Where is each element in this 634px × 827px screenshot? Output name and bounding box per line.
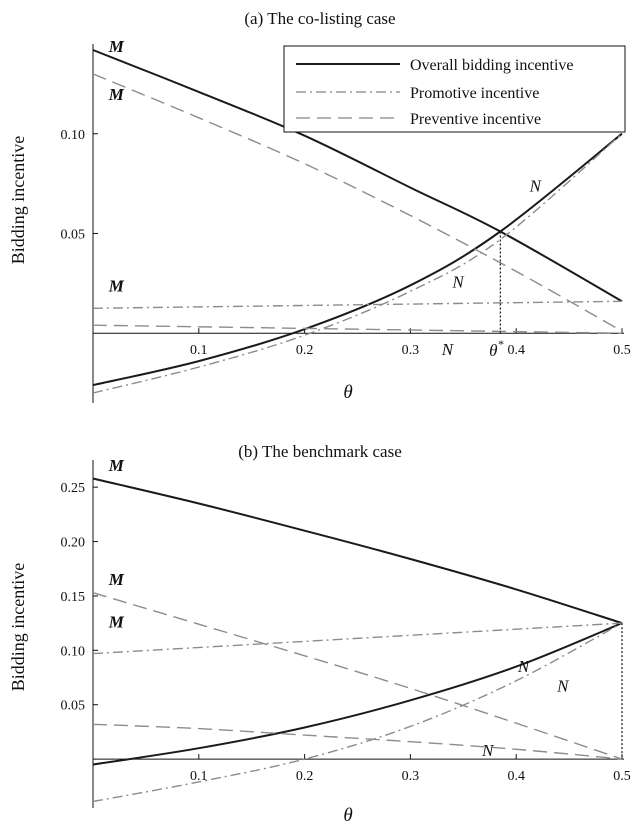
panel-b-ylabel: Bidding incentive [8,563,28,691]
overall-bidding-incentive-m-line [92,49,623,303]
curve-label-m: M [108,612,125,631]
panel-a-title: (a) The co-listing case [244,9,395,28]
x-tick-label: 0.4 [507,343,525,358]
curve-label-n: N [517,657,531,676]
preventive-incentive-m-line [92,73,623,332]
y-tick-label: 0.20 [61,536,86,551]
theta-star-label: θ* [489,337,503,360]
legend-label-promotive: Promotive incentive [410,85,539,102]
y-tick-label: 0.10 [61,644,86,659]
curve-label-n: N [529,177,543,196]
legend-label-preventive: Preventive incentive [410,111,541,128]
promotive-incentive-m-line [92,622,623,655]
y-tick-label: 0.25 [61,481,86,496]
panel-b-title: (b) The benchmark case [238,442,401,461]
panel-b: (b) The benchmark case Bidding incentive… [8,442,631,826]
panel-a-legend: Overall bidding incentive Promotive ince… [283,45,626,133]
x-tick-label: 0.1 [190,343,208,358]
x-tick-label: 0.1 [190,769,208,784]
panel-a: (a) The co-listing case Bidding incentiv… [8,9,631,403]
preventive-incentive-n-line [92,324,623,334]
y-tick-label: 0.05 [61,699,86,714]
curve-label-n: N [451,272,465,291]
legend-label-overall: Overall bidding incentive [410,57,574,74]
y-tick-label: 0.15 [61,590,86,605]
x-tick-label: 0.5 [613,769,631,784]
theta-star-superscript: * [498,337,504,351]
preventive-incentive-n-line [92,723,623,760]
promotive-incentive-n-line [92,133,623,394]
overall-bidding-incentive-m-line [92,477,623,625]
panel-a-ylabel: Bidding incentive [8,136,28,264]
overall-bidding-incentive-n-line [92,132,623,387]
overall-bidding-incentive-n-line [92,622,623,766]
curve-label-m: M [108,276,125,295]
x-tick-label: 0.2 [296,769,314,784]
curve-label-m: M [108,456,125,475]
curve-label-n: N [441,340,455,359]
panel-b-xlabel: θ [343,805,352,826]
x-tick-label: 0.3 [402,343,420,358]
promotive-incentive-n-line [92,622,623,803]
panel-b-plot: 0.1 0.2 0.3 0.4 0.5 0.05 0.10 0.15 0.20 0.25 M M M N N… [61,456,631,808]
x-tick-label: 0.5 [613,343,631,358]
curve-label-n: N [481,741,495,760]
preventive-incentive-m-line [92,592,623,760]
panel-a-xlabel: θ [343,382,352,403]
curve-label-m: M [108,37,125,56]
y-tick-label: 0.10 [61,128,86,143]
x-tick-label: 0.2 [296,343,314,358]
x-tick-label: 0.3 [402,769,420,784]
curve-label-m: M [108,85,125,104]
curve-label-m: M [108,570,125,589]
x-tick-label: 0.4 [507,769,525,784]
promotive-incentive-m-line [92,300,623,309]
y-tick-label: 0.05 [61,227,86,242]
curve-label-n: N [556,677,570,696]
